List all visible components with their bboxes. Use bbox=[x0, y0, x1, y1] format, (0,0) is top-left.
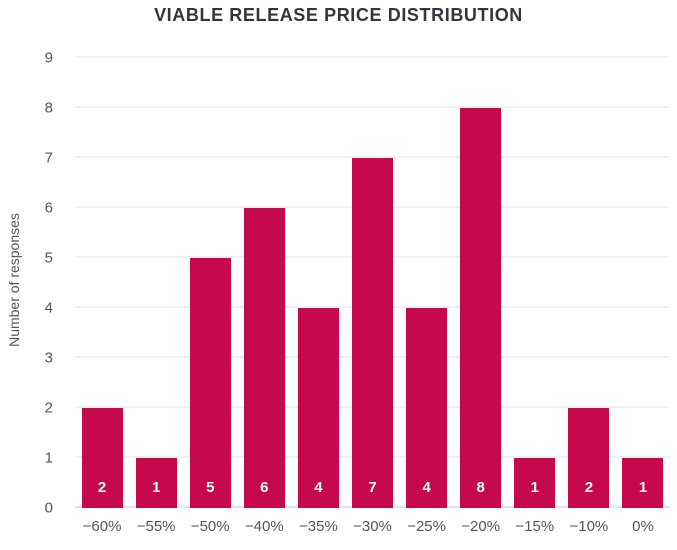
chart-title: VIABLE RELEASE PRICE DISTRIBUTION bbox=[154, 5, 523, 25]
bar-minus-10pct: 2 bbox=[568, 408, 610, 508]
bar-value-label: 4 bbox=[422, 479, 431, 496]
bar-minus-30pct: 7 bbox=[352, 158, 394, 508]
x-axis: −60% −55% −50% −40% −35% −30% −25% −20% −15% −10%… bbox=[75, 518, 670, 535]
y-tick-label: 3 bbox=[44, 349, 53, 367]
x-tick-label: −25% bbox=[407, 518, 446, 535]
bar-minus-60pct: 2 bbox=[81, 408, 123, 508]
bar-minus-15pct: 1 bbox=[514, 458, 556, 508]
bar-minus-55pct: 1 bbox=[135, 458, 177, 508]
bar-slot: 6 bbox=[237, 58, 291, 508]
bar-minus-25pct: 4 bbox=[406, 308, 448, 508]
bar-minus-20pct: 8 bbox=[460, 108, 502, 508]
y-tick-label: 6 bbox=[44, 199, 53, 217]
bar-slot: 2 bbox=[75, 58, 129, 508]
y-tick-label: 8 bbox=[44, 99, 53, 117]
bar-value-label: 2 bbox=[97, 479, 107, 496]
x-tick-label: −60% bbox=[82, 518, 122, 535]
y-tick-label: 2 bbox=[44, 399, 53, 417]
bar-value-label: 8 bbox=[476, 479, 485, 496]
x-tick-label: −40% bbox=[244, 518, 284, 535]
y-tick-label: 9 bbox=[44, 49, 53, 67]
x-tick-label: −35% bbox=[299, 518, 338, 535]
bar-slot: 1 bbox=[508, 58, 562, 508]
bar-0pct: 1 bbox=[622, 458, 664, 508]
gridline bbox=[75, 156, 670, 158]
y-axis: 0 1 2 3 4 5 6 7 8 9 bbox=[0, 50, 58, 517]
bar-slot: 2 bbox=[562, 58, 616, 508]
bar-slot: 8 bbox=[454, 58, 508, 508]
y-tick-label: 1 bbox=[44, 449, 53, 467]
y-tick-label: 7 bbox=[44, 149, 53, 167]
bar-slot: 4 bbox=[291, 58, 345, 508]
x-tick-label: −30% bbox=[353, 518, 392, 535]
bar-value-label: 7 bbox=[368, 479, 377, 496]
bar-value-label: 1 bbox=[151, 479, 161, 496]
y-tick-label: 4 bbox=[44, 299, 53, 317]
x-tick-label: −20% bbox=[461, 518, 501, 535]
y-tick-label: 5 bbox=[44, 249, 53, 267]
gridline bbox=[75, 106, 670, 108]
bar-slot: 4 bbox=[400, 58, 454, 508]
bar-slot: 1 bbox=[129, 58, 183, 508]
bar-value-label: 1 bbox=[638, 479, 648, 496]
bar-value-label: 4 bbox=[314, 479, 323, 496]
bar-value-label: 5 bbox=[206, 479, 215, 496]
x-tick-label: 0% bbox=[632, 518, 654, 535]
bar-slot: 1 bbox=[616, 58, 670, 508]
x-tick-label: −15% bbox=[515, 518, 555, 535]
bar-slot: 5 bbox=[183, 58, 237, 508]
bar-value-label: 1 bbox=[530, 479, 539, 496]
y-tick-label: 0 bbox=[44, 499, 53, 517]
bar-minus-35pct: 4 bbox=[297, 308, 339, 508]
bar-minus-40pct: 6 bbox=[243, 208, 285, 508]
gridline bbox=[75, 56, 670, 58]
bar-value-label: 6 bbox=[260, 479, 269, 496]
x-tick-label: −10% bbox=[569, 518, 609, 535]
bar-value-label: 2 bbox=[584, 479, 594, 496]
bar-slot: 7 bbox=[345, 58, 399, 508]
x-tick-label: −55% bbox=[136, 518, 176, 535]
bar-minus-50pct: 5 bbox=[189, 258, 231, 508]
x-tick-label: −50% bbox=[190, 518, 230, 535]
